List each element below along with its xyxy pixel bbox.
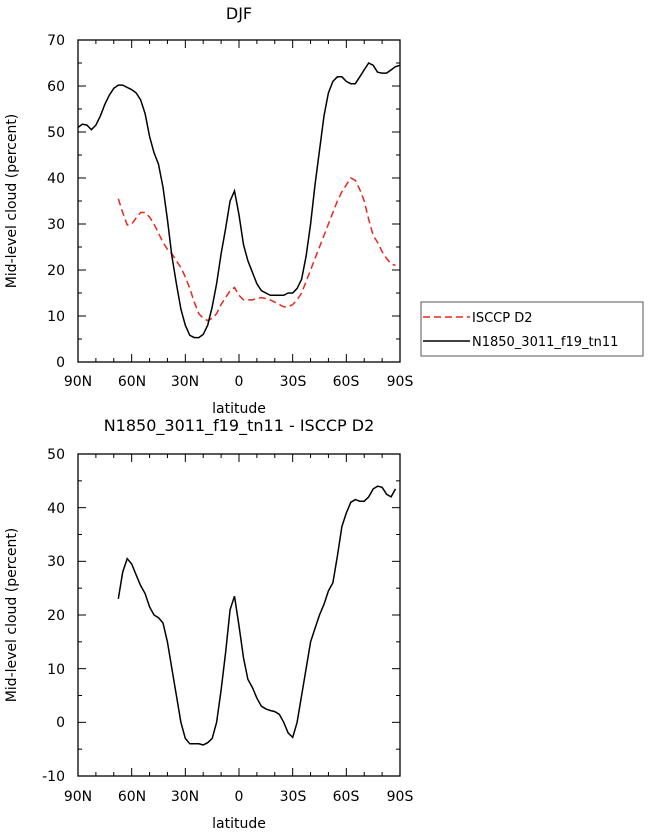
- n1850-model-line: [77, 62, 401, 339]
- top-x-tick-label-90n: 90N: [64, 374, 92, 390]
- bottom-chart-title: N1850_3011_f19_tn11 - ISCCP D2: [104, 416, 375, 436]
- top-chart-title: DJF: [226, 4, 252, 23]
- legend-label-isccp-d2: ISCCP D2: [472, 311, 533, 326]
- bottom-y-tick-label-30: 30: [47, 554, 65, 570]
- difference-line: [117, 485, 397, 746]
- bottom-chart-x-axis-label: latitude: [212, 816, 266, 832]
- bottom-x-tick-label-90n: 90N: [64, 789, 92, 805]
- top-x-tick-label-90s: 90S: [387, 374, 414, 390]
- bottom-y-tick-label-0: 0: [56, 715, 65, 731]
- bottom-x-tick-label-30n: 30N: [171, 789, 199, 805]
- top-y-tick-label-10: 10: [47, 309, 65, 325]
- bottom-x-tick-label-90s: 90S: [387, 789, 414, 805]
- top-x-tick-label-0: 0: [235, 374, 244, 390]
- top-y-tick-label-70: 70: [47, 33, 65, 49]
- bottom-chart-y-axis-label: Mid-level cloud (percent): [4, 528, 20, 703]
- bottom-y-tick-label-minus-10: -10: [42, 769, 65, 785]
- top-x-tick-label-30n: 30N: [171, 374, 199, 390]
- top-chart-x-axis-label: latitude: [212, 401, 266, 417]
- bottom-x-tick-label-60s: 60S: [333, 789, 360, 805]
- top-x-tick-label-60n: 60N: [118, 374, 146, 390]
- bottom-y-tick-label-10: 10: [47, 662, 65, 678]
- bottom-x-tick-label-30s: 30S: [280, 789, 307, 805]
- bottom-y-tick-label-50: 50: [47, 447, 65, 463]
- top-y-tick-label-30: 30: [47, 217, 65, 233]
- isccp-d2-line: [117, 177, 396, 322]
- top-x-tick-label-60s: 60S: [333, 374, 360, 390]
- top-x-tick-label-30s: 30S: [280, 374, 307, 390]
- top-y-tick-label-50: 50: [47, 125, 65, 141]
- top-y-tick-label-20: 20: [47, 263, 65, 279]
- top-chart-legend: ISCCP D2 N1850_3011_f19_tn11: [420, 301, 644, 357]
- legend-label-n1850-model: N1850_3011_f19_tn11: [472, 335, 618, 350]
- bottom-x-tick-label-0: 0: [235, 789, 244, 805]
- bottom-y-tick-label-20: 20: [47, 608, 65, 624]
- top-chart-plot-frame: [77, 39, 401, 363]
- top-chart: DJF Mid-level cloud (percent) latitude 0…: [4, 4, 644, 417]
- top-y-tick-label-0: 0: [56, 355, 65, 371]
- bottom-chart: N1850_3011_f19_tn11 - ISCCP D2 Mid-level…: [4, 416, 413, 832]
- bottom-chart-tick-marks: [77, 453, 401, 777]
- top-chart-y-axis-label: Mid-level cloud (percent): [4, 114, 20, 289]
- top-chart-tick-marks: [77, 39, 401, 363]
- bottom-x-tick-label-60n: 60N: [118, 789, 146, 805]
- bottom-y-tick-label-40: 40: [47, 501, 65, 517]
- top-y-tick-label-40: 40: [47, 171, 65, 187]
- legend-box: [420, 301, 644, 357]
- top-y-tick-label-60: 60: [47, 79, 65, 95]
